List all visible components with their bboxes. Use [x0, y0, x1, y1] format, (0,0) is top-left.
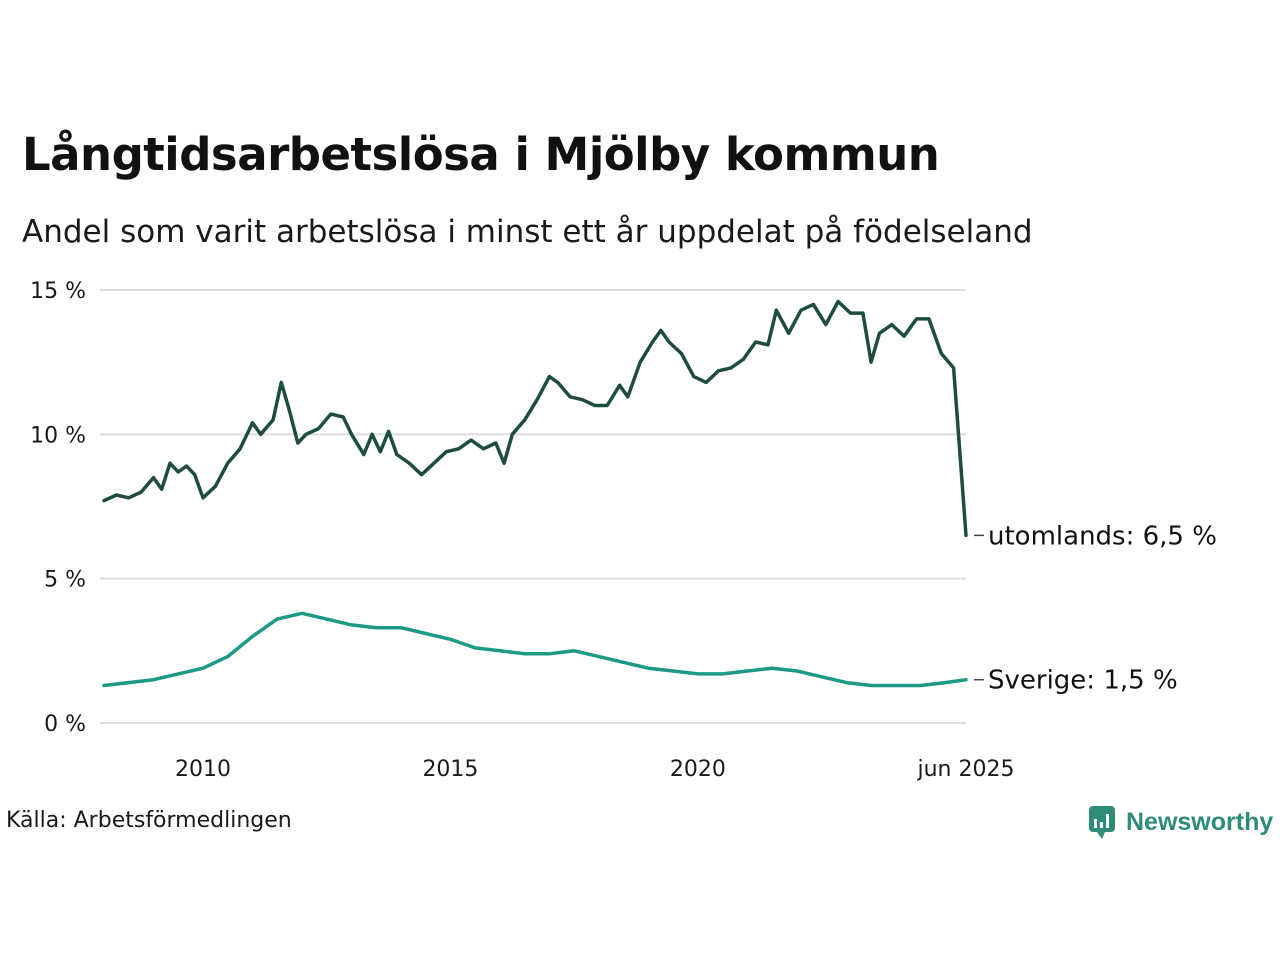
end-label-sverige: Sverige: 1,5 % [988, 666, 1178, 696]
newsworthy-logo: Newsworthy [1088, 804, 1273, 840]
chart-subtitle: Andel som varit arbetslösa i minst ett å… [22, 214, 1033, 250]
x-tick-label: 2015 [422, 757, 478, 782]
x-tick-label: 2020 [670, 757, 726, 782]
y-tick-label: 5 % [44, 568, 86, 593]
y-tick-label: 15 % [30, 279, 86, 304]
source-note: Källa: Arbetsförmedlingen [6, 808, 292, 833]
y-tick-label: 0 % [44, 712, 86, 737]
series-end-labels: utomlands: 6,5 % Sverige: 1,5 % [974, 521, 1217, 696]
x-tick-label: 2010 [175, 757, 231, 782]
series-line-sverige [102, 611, 968, 688]
gridlines [100, 289, 966, 724]
y-tick-label: 10 % [30, 423, 86, 448]
line-chart: 0 % 5 % 10 % 15 % 2010 2015 2020 jun 2025 utom… [30, 279, 1217, 782]
chart-title: Långtidsarbetslösa i Mjölby kommun [22, 128, 940, 181]
brand-name: Newsworthy [1126, 807, 1274, 836]
series-lines [102, 299, 968, 688]
series-line-utomlands [102, 299, 968, 538]
end-label-utomlands: utomlands: 6,5 % [988, 521, 1217, 551]
y-axis-ticks: 0 % 5 % 10 % 15 % [30, 279, 86, 737]
x-axis-ticks: 2010 2015 2020 jun 2025 [175, 757, 1015, 782]
newsworthy-logo-icon [1089, 806, 1115, 839]
x-tick-label: jun 2025 [917, 757, 1015, 782]
